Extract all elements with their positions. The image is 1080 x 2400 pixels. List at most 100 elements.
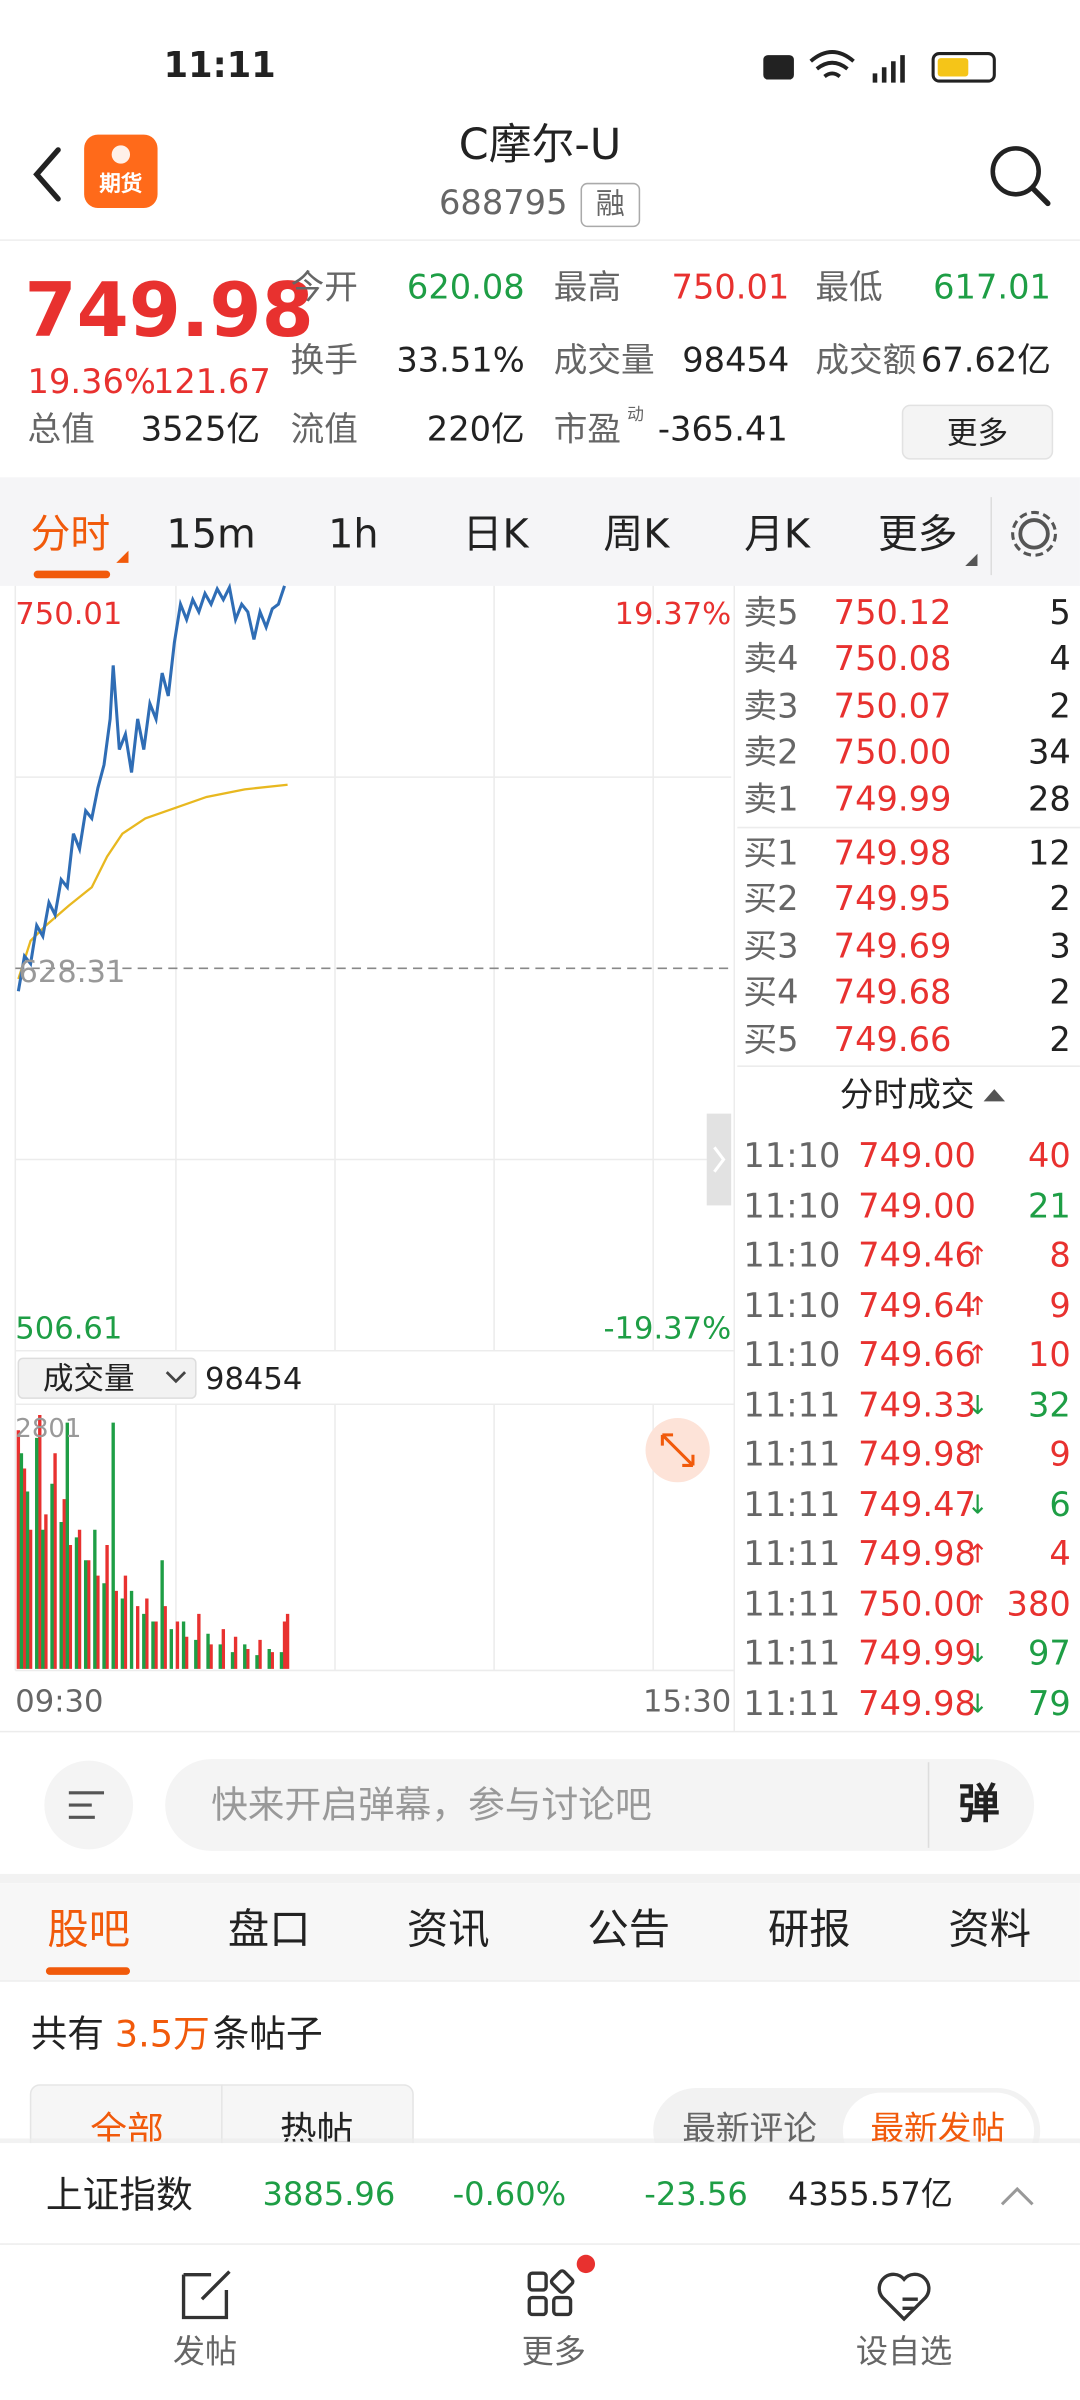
clock: 11:11 bbox=[163, 46, 276, 87]
panel-handle[interactable] bbox=[706, 1113, 732, 1206]
search-handle bbox=[1029, 185, 1051, 207]
trade-price: 749.47 bbox=[858, 1486, 976, 1525]
order-qty: 5 bbox=[1049, 595, 1071, 634]
logo[interactable] bbox=[84, 134, 158, 209]
trades-title[interactable]: 分时成交 bbox=[839, 1076, 975, 1116]
feed: 共有 3.5万 条帖子 全部 热帖 最新评论 最新发帖 bbox=[31, 2013, 1006, 2142]
section-tab[interactable]: 股吧 bbox=[47, 1906, 131, 1955]
chart-tab[interactable]: 分时 bbox=[30, 512, 111, 559]
stock-code: 688795 bbox=[439, 185, 568, 224]
order-label: 买2 bbox=[743, 881, 799, 920]
order-price: 749.99 bbox=[833, 781, 952, 820]
nav-label[interactable]: 发帖 bbox=[172, 2333, 238, 2371]
pct-low-label: -19.37% bbox=[603, 1309, 732, 1347]
more-icon[interactable] bbox=[527, 2269, 575, 2317]
trade-direction: ↑ bbox=[966, 1291, 989, 1322]
trade-qty: 380 bbox=[1006, 1585, 1071, 1624]
volume-selector[interactable] bbox=[17, 1357, 197, 1399]
stat-value: 67.62亿 bbox=[920, 342, 1051, 381]
back-icon[interactable] bbox=[33, 147, 61, 202]
stat-label: 最低 bbox=[815, 269, 883, 308]
settings-icon[interactable] bbox=[1018, 518, 1050, 550]
trade-price: 749.00 bbox=[858, 1138, 976, 1177]
section-tab[interactable]: 公告 bbox=[587, 1906, 671, 1955]
more-button-label[interactable]: 更多 bbox=[946, 414, 1009, 452]
section-tab[interactable]: 资讯 bbox=[406, 1906, 490, 1955]
stat-label: 今开 bbox=[290, 269, 358, 308]
stat-value: 750.01 bbox=[671, 269, 790, 308]
post-icon[interactable] bbox=[181, 2270, 231, 2320]
section-tab[interactable]: 研报 bbox=[767, 1906, 851, 1955]
trade-price: 749.64 bbox=[858, 1287, 976, 1326]
section-tab[interactable]: 盘口 bbox=[227, 1906, 311, 1955]
order-price: 750.00 bbox=[833, 734, 952, 773]
trade-qty: 8 bbox=[1049, 1237, 1071, 1276]
section-underline bbox=[45, 1967, 131, 1975]
nav-label[interactable]: 更多 bbox=[521, 2333, 586, 2371]
stat-label: 换手 bbox=[290, 342, 358, 381]
stat-value: 3525亿 bbox=[140, 411, 261, 450]
section-tab[interactable]: 资料 bbox=[948, 1906, 1032, 1955]
filter-tab[interactable]: 热帖 bbox=[279, 2109, 354, 2142]
stock-name: C摩尔-U bbox=[458, 119, 622, 170]
sort-option[interactable]: 最新评论 bbox=[682, 2110, 817, 2142]
chart-tab[interactable]: 日K bbox=[462, 512, 529, 559]
order-qty: 2 bbox=[1049, 974, 1071, 1013]
index-price: 3885.96 bbox=[262, 2175, 396, 2213]
volume-max-label: 2801 bbox=[15, 1414, 82, 1445]
index-change-pct: -0.60% bbox=[452, 2175, 567, 2213]
order-qty: 2 bbox=[1049, 1021, 1071, 1061]
order-price: 749.69 bbox=[833, 928, 952, 967]
trade-direction: ↓ bbox=[966, 1639, 989, 1670]
trade-qty: 40 bbox=[1027, 1138, 1071, 1177]
sort-option[interactable]: 最新发帖 bbox=[870, 2110, 1006, 2142]
nav-label[interactable]: 设自选 bbox=[855, 2333, 953, 2371]
chart-tab[interactable]: 更多 bbox=[878, 512, 958, 559]
trade-price: 749.00 bbox=[858, 1187, 976, 1227]
chart-tab[interactable]: 周K bbox=[603, 512, 670, 559]
trade-qty: 97 bbox=[1027, 1635, 1071, 1674]
order-price: 750.08 bbox=[833, 640, 952, 680]
order-qty: 28 bbox=[1027, 781, 1071, 820]
time-start: 09:30 bbox=[15, 1682, 104, 1720]
trade-time: 11:10 bbox=[743, 1187, 841, 1227]
danmu-button[interactable]: 弹 bbox=[958, 1781, 1000, 1829]
chart-tab[interactable]: 月K bbox=[744, 512, 811, 559]
trade-time: 11:11 bbox=[743, 1436, 841, 1475]
time-end: 15:30 bbox=[643, 1682, 732, 1720]
order-label: 买3 bbox=[743, 928, 799, 967]
index-name: 上证指数 bbox=[45, 2173, 193, 2217]
comment-placeholder[interactable]: 快来开启弹幕，参与讨论吧 bbox=[211, 1783, 652, 1827]
wifi-icon bbox=[809, 50, 855, 79]
trade-time: 11:11 bbox=[743, 1635, 841, 1674]
logo-text[interactable]: 期货 bbox=[99, 172, 143, 198]
order-price: 750.12 bbox=[833, 595, 952, 634]
order-label: 卖4 bbox=[743, 640, 799, 680]
stat-label: 最高 bbox=[553, 269, 622, 308]
more-button[interactable] bbox=[901, 404, 1054, 460]
index-chevron[interactable] bbox=[1000, 2186, 1034, 2206]
price-line bbox=[16, 582, 286, 992]
tab-bar bbox=[0, 477, 1080, 586]
signal-icon bbox=[872, 55, 905, 83]
trade-time: 11:11 bbox=[743, 1486, 841, 1525]
index-bar[interactable] bbox=[0, 2143, 1080, 2245]
logo-mark bbox=[111, 145, 131, 164]
post-count: 3.5万 bbox=[114, 2013, 210, 2056]
order-label: 卖1 bbox=[743, 781, 799, 820]
chart-tab[interactable]: 15m bbox=[166, 512, 256, 559]
filter-tab[interactable]: 全部 bbox=[90, 2109, 164, 2142]
search-icon[interactable] bbox=[990, 146, 1041, 197]
order-price: 750.07 bbox=[833, 688, 952, 727]
stat-label: 流值 bbox=[290, 411, 358, 450]
chart-tab[interactable]: 1h bbox=[328, 512, 379, 559]
volume-selector-label[interactable]: 成交量 bbox=[42, 1359, 135, 1397]
order-qty: 3 bbox=[1049, 928, 1071, 967]
order-label: 买1 bbox=[743, 835, 799, 874]
trade-price: 749.98 bbox=[858, 1535, 976, 1575]
price-low-label: 506.61 bbox=[15, 1309, 123, 1347]
comment-input[interactable] bbox=[165, 1759, 1035, 1851]
stat-value: 33.51% bbox=[396, 342, 525, 381]
watchlist-icon[interactable] bbox=[877, 2272, 931, 2322]
